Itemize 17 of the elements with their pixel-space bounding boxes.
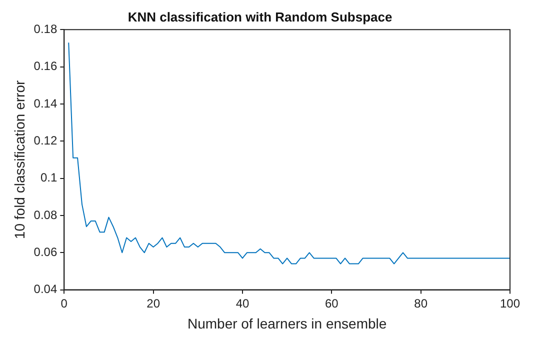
x-tick-label: 80 <box>414 296 428 310</box>
y-axis-title: 10 fold classification error <box>11 80 28 240</box>
x-tick-label: 100 <box>500 296 520 310</box>
x-tick-label: 40 <box>236 296 250 310</box>
y-tick-label: 0.04 <box>34 282 58 296</box>
x-tick-label: 60 <box>324 296 339 310</box>
y-tick-label: 0.14 <box>34 96 58 110</box>
x-axis-title: Number of learners in ensemble <box>187 315 387 332</box>
y-tick-label: 0.08 <box>34 208 58 222</box>
x-tick-label: 20 <box>146 296 160 310</box>
y-tick-label: 0.16 <box>34 59 58 74</box>
y-tick-label: 0.18 <box>34 22 58 36</box>
chart-title: KNN classification with Random Subspace <box>128 9 392 24</box>
y-tick-label: 0.1 <box>40 170 58 185</box>
x-tick-label: 0 <box>60 296 68 310</box>
y-tick-label: 0.12 <box>34 133 58 148</box>
y-tick-label: 0.06 <box>34 244 58 259</box>
